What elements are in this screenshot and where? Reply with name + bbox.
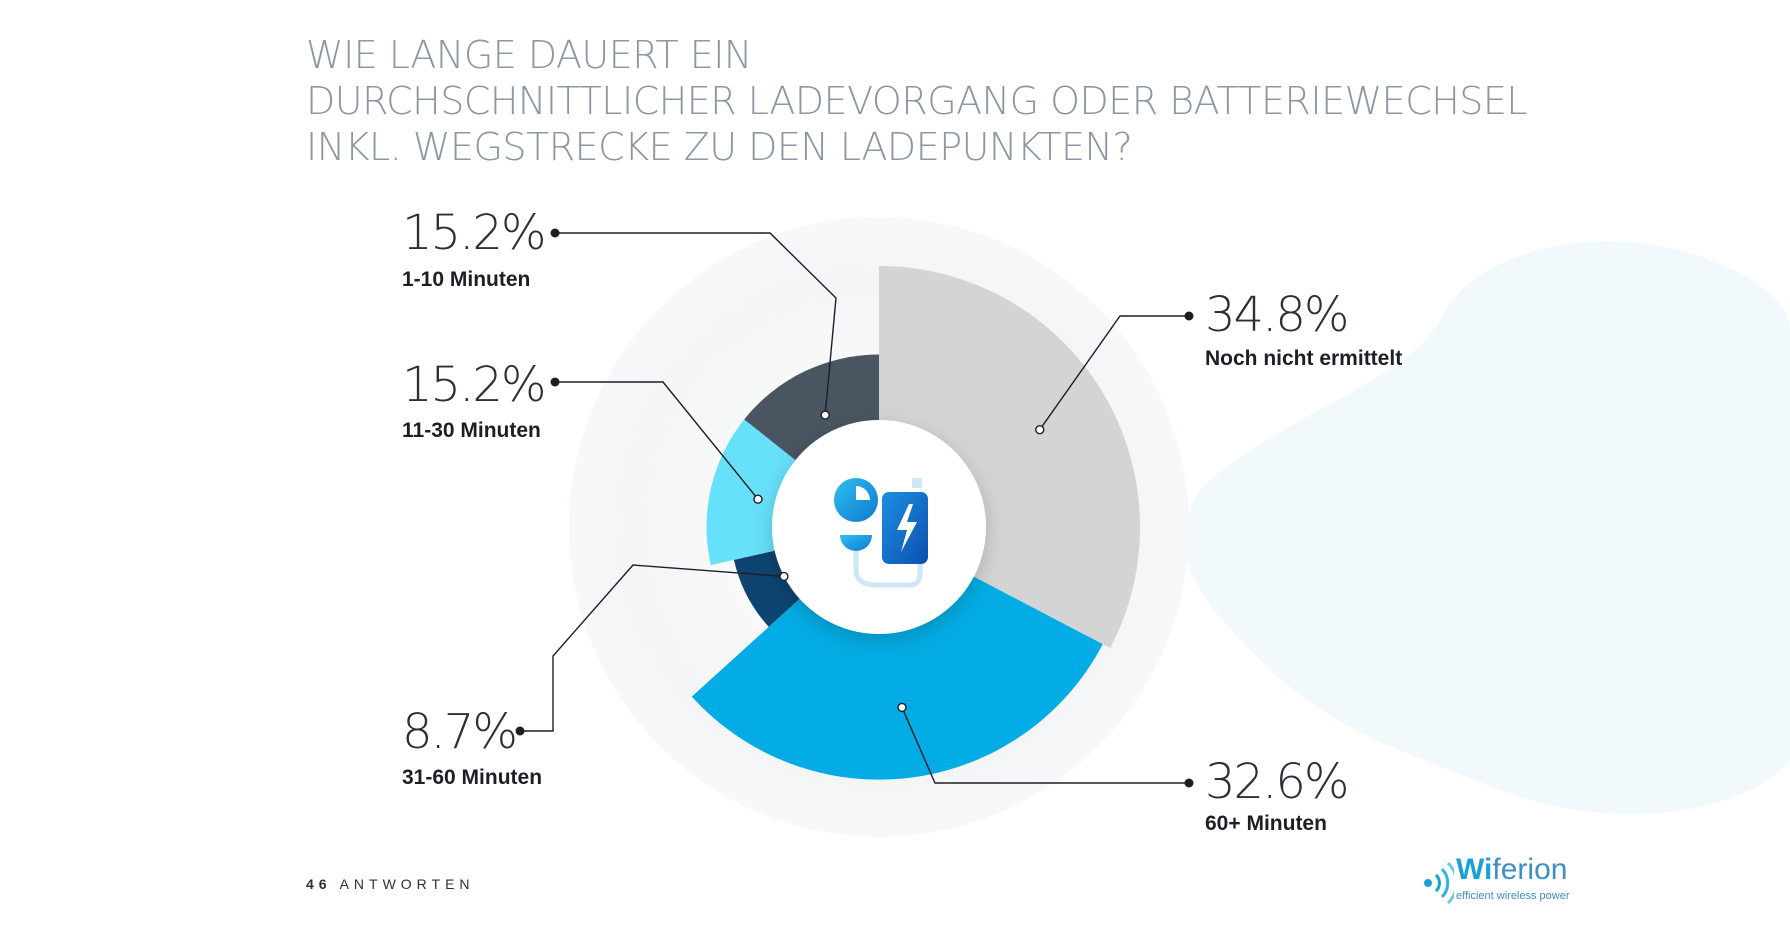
- title-line-2: DURCHSCHNITTLICHER LADEVORGANG ODER BATT…: [306, 79, 1528, 123]
- logo-wordmark: Wiferion: [1456, 853, 1568, 886]
- charger-battery-icon: [834, 478, 928, 588]
- leader-line-60-plus-minuten: [901, 707, 1189, 784]
- pct-11-30-minuten: 15.2%: [402, 357, 546, 413]
- slice-marker-60-plus-minuten: [897, 702, 907, 713]
- leader-line-11-30-minuten: [555, 381, 759, 500]
- label-11-30-minuten: 11-30 Minuten: [402, 419, 541, 442]
- leader-line-noch-nicht-ermittelt: [1039, 315, 1189, 431]
- leader-dot-60-plus-minuten: [1184, 778, 1194, 788]
- leader-line-1-10-minuten: [555, 232, 837, 416]
- wiferion-logo: Wiferion efficient wireless power: [1398, 853, 1588, 909]
- leader-dot-31-60-minuten: [515, 726, 525, 736]
- page-number: 46: [306, 876, 332, 892]
- wireless-waves-icon: [1424, 861, 1454, 905]
- pct-60-plus-minuten: 32.6%: [1205, 754, 1349, 810]
- slice-60-plus-minuten: [691, 527, 1103, 780]
- center-disc: [772, 420, 986, 634]
- leader-dot-noch-nicht-ermittelt: [1184, 311, 1194, 321]
- label-60-plus-minuten: 60+ Minuten: [1205, 812, 1327, 835]
- slice-marker-11-30-minuten: [753, 494, 763, 504]
- pct-noch-nicht-ermittelt: 34.8%: [1205, 287, 1349, 343]
- label-1-10-minuten: 1-10 Minuten: [402, 268, 531, 291]
- page-footer: 46 ANTWORTEN: [306, 876, 475, 892]
- pct-31-60-minuten: 8.7%: [402, 704, 518, 760]
- logo-tagline: efficient wireless power: [1456, 890, 1570, 902]
- slice-marker-31-60-minuten: [779, 571, 789, 582]
- title-line-3: INKL. WEGSTRECKE ZU DEN LADEPUNKTEN?: [306, 125, 1133, 169]
- leader-dot-11-30-minuten: [550, 377, 560, 387]
- leader-dot-1-10-minuten: [550, 228, 560, 238]
- title-line-1: WIE LANGE DAUERT EIN: [306, 33, 752, 77]
- slice-marker-1-10-minuten: [820, 410, 830, 420]
- label-noch-nicht-ermittelt: Noch nicht ermittelt: [1205, 347, 1403, 370]
- slice-marker-noch-nicht-ermittelt: [1035, 424, 1045, 435]
- section-name: ANTWORTEN: [339, 876, 475, 892]
- label-31-60-minuten: 31-60 Minuten: [402, 766, 543, 789]
- leader-line-31-60-minuten: [520, 564, 785, 732]
- pct-1-10-minuten: 15.2%: [402, 205, 546, 261]
- chart-title: WIE LANGE DAUERT EIN DURCHSCHNITTLICHER …: [306, 32, 1606, 170]
